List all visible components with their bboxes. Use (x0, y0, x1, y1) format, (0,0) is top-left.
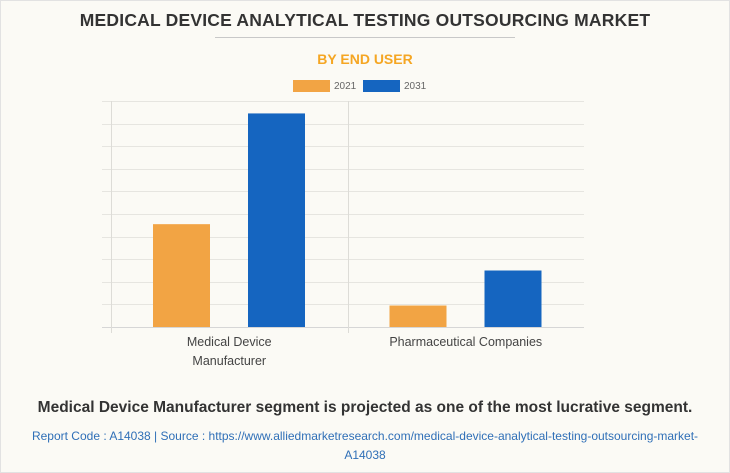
x-tick-label: Pharmaceutical Companies (389, 335, 542, 349)
legend-swatch-2031 (363, 80, 400, 92)
legend-item-2021: 2021 (293, 80, 356, 92)
key-finding: Medical Device Manufacturer segment is p… (37, 399, 693, 416)
legend-label-2031: 2031 (404, 80, 427, 92)
title-divider (215, 37, 515, 38)
bars (153, 113, 542, 328)
bar-2021-pharmaceutical-companies (389, 305, 447, 327)
legend-item-2031: 2031 (363, 80, 426, 92)
bar-2021-medical-device-manufacturer (153, 224, 210, 327)
bar-2031-medical-device-manufacturer (248, 113, 305, 328)
source-citation: Report Code : A14038 | Source : https://… (20, 427, 710, 465)
x-axis-labels: Medical Device Manufacturer Pharmaceutical… (187, 335, 542, 368)
legend: 2021 2031 (0, 80, 730, 94)
x-tick-label: Manufacturer (192, 354, 266, 368)
chart-title: MEDICAL DEVICE ANALYTICAL TESTING OUTSOU… (79, 10, 651, 30)
source-line-2[interactable]: A14038 (344, 448, 386, 462)
legend-label-2021: 2021 (334, 80, 357, 92)
legend-swatch-2021 (293, 80, 330, 92)
source-line-1[interactable]: Report Code : A14038 | Source : https://… (31, 429, 699, 443)
bar-2031-pharmaceutical-companies (484, 270, 542, 327)
chart-subtitle: BY END USER (317, 51, 413, 67)
x-tick-label: Medical Device (187, 335, 272, 349)
